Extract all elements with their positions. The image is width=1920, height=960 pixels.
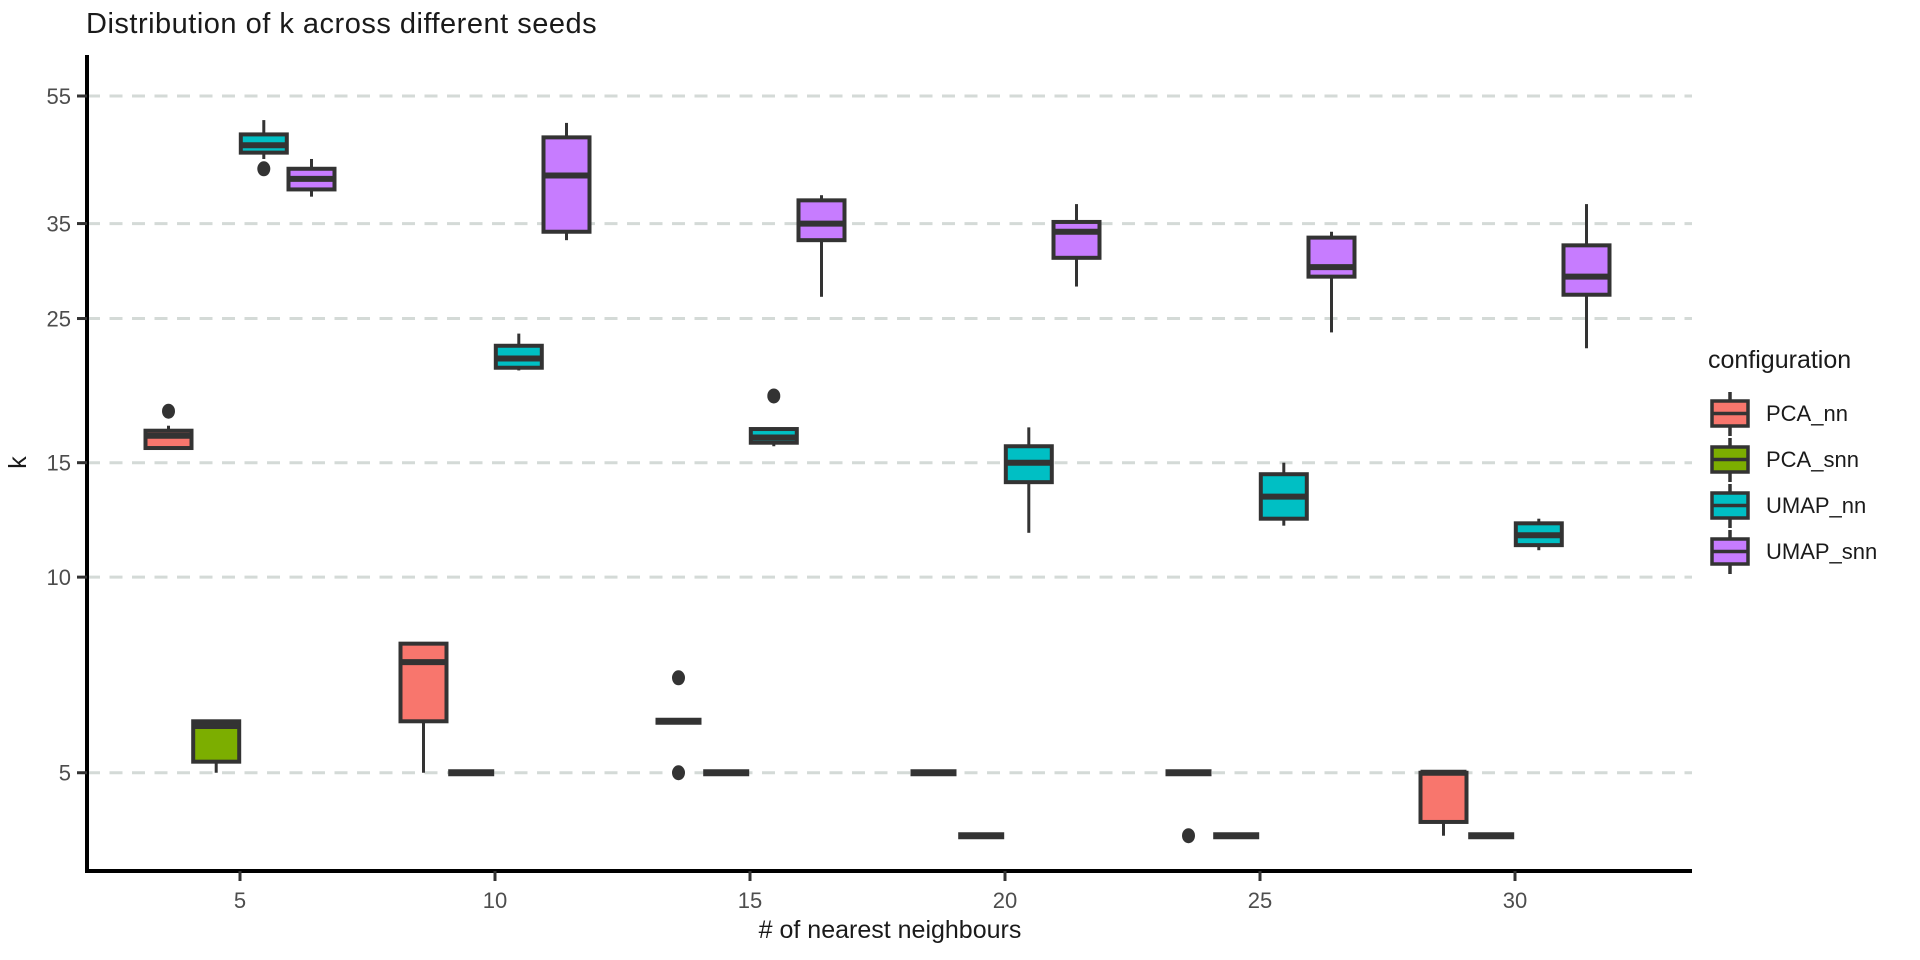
y-tick-label-35: 35 [47,212,71,237]
y-tick-label-25: 25 [47,307,71,332]
box-UMAP_nn-nn15-outlier-0 [767,388,781,404]
legend-item-UMAP_snn: UMAP_snn [1708,529,1918,575]
box-UMAP_snn-nn15 [796,198,847,243]
box-PCA_nn-nn10 [398,641,449,724]
x-tick-label-20: 20 [993,888,1017,913]
legend-label-UMAP_nn: UMAP_nn [1766,493,1867,518]
x-tick-label-10: 10 [483,888,507,913]
legend-label-UMAP_snn: UMAP_snn [1766,539,1878,564]
y-tick-label-10: 10 [47,565,71,590]
box-PCA_nn-nn15-outlier-1 [672,765,685,781]
box-UMAP_snn-nn20 [1051,219,1102,260]
box-PCA_nn-nn15-outlier-0 [672,670,685,686]
x-tick-label-5: 5 [234,888,246,913]
legend-key-boxplot-icon-PCA_nn [1710,392,1750,436]
y-tick-label-15: 15 [47,451,71,476]
legend-key-boxplot-icon-UMAP_nn [1710,484,1750,528]
chart-title: Distribution of k across different seeds [86,8,598,40]
x-tick-label-30: 30 [1503,888,1527,913]
box-PCA_nn-nn30 [1418,770,1469,824]
legend-items: PCA_nn PCA_snn UMAP_nn UMAP_snn [1708,391,1918,575]
legend-title: configuration [1708,346,1852,374]
x-tick-label-25: 25 [1248,888,1272,913]
legend-key-boxplot-icon-PCA_snn [1710,438,1750,482]
legend-item-UMAP_nn: UMAP_nn [1708,483,1918,529]
box-PCA_nn-nn5-outlier-0 [162,403,175,419]
box-UMAP_snn-nn30 [1561,243,1612,297]
box-UMAP_snn-nn10 [541,135,592,234]
legend-item-PCA_snn: PCA_snn [1708,437,1918,483]
legend: configuration PCA_nn PCA_snn UMAP_nn UMAP_s… [1708,346,1918,575]
box-UMAP_nn-nn5-outlier-0 [257,161,271,177]
legend-label-PCA_snn: PCA_snn [1766,447,1859,472]
legend-key-boxplot-icon-UMAP_snn [1710,530,1750,574]
y-axis-title: k [3,456,32,469]
legend-label-PCA_nn: PCA_nn [1766,401,1848,426]
legend-item-PCA_nn: PCA_nn [1708,391,1918,437]
x-tick-label-15: 15 [738,888,762,913]
box-UMAP_snn-nn25 [1306,235,1357,279]
y-tick-label-5: 5 [59,761,71,786]
x-axis-title: # of nearest neighbours [758,916,1022,944]
box-PCA_nn-nn25-outlier-0 [1182,828,1195,844]
y-tick-label-55: 55 [47,84,71,109]
